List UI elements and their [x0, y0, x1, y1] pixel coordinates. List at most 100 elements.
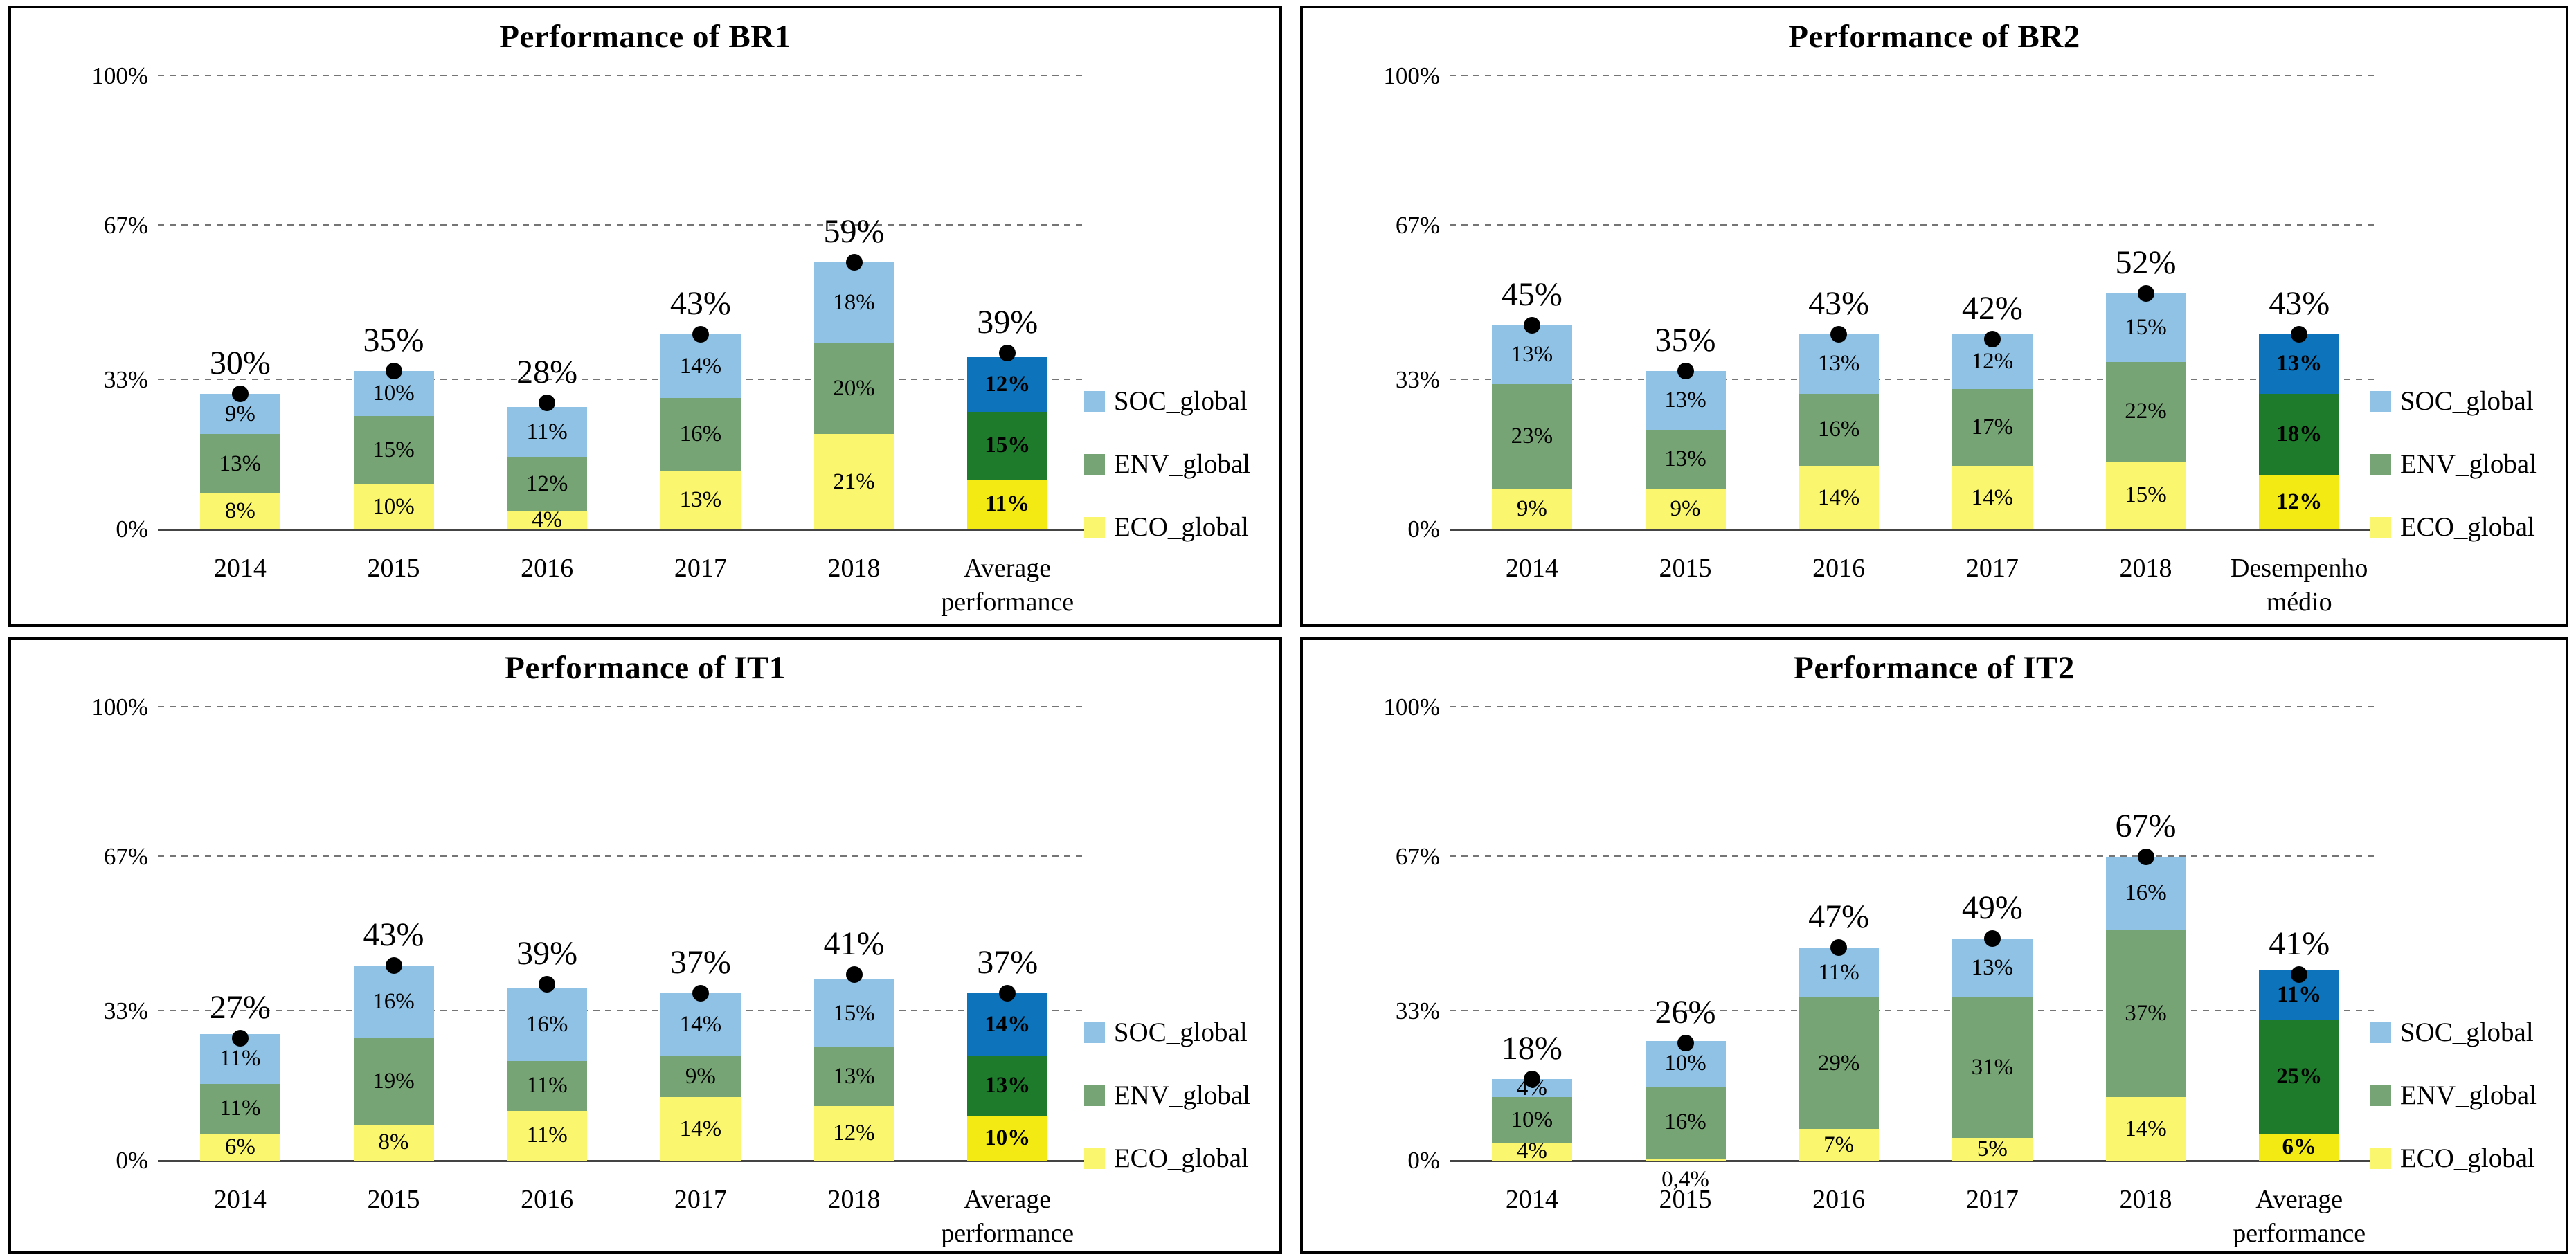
- segment-env_global: 13%: [813, 1047, 894, 1107]
- segment-label: 4%: [1516, 1139, 1547, 1164]
- x-axis-label: Average performance: [941, 554, 1074, 617]
- segment-soc_global: 14%: [967, 993, 1048, 1057]
- segment-label: 15%: [833, 1000, 875, 1026]
- legend-label: SOC_global: [1113, 386, 1248, 416]
- chart-panel-br2: Performance of BR2 0% 33% 67% 100% 13% 23% 9% 4…: [1300, 6, 2568, 627]
- gridline: [158, 378, 1084, 380]
- bar-slot: 13% 23% 9% 45% 2014: [1455, 76, 1609, 583]
- x-axis-label: 2014: [1505, 1185, 1558, 1214]
- total-marker-dot: [2137, 285, 2154, 302]
- legend-swatch: [2370, 390, 2391, 412]
- x-axis-label: 2018: [827, 1185, 881, 1214]
- stacked-bar: 12% 15% 11%: [967, 357, 1048, 529]
- legend-label: ECO_global: [2399, 1143, 2535, 1173]
- y-tick-label: 0%: [1407, 1147, 1440, 1174]
- legend-item-soc_global: SOC_global: [1083, 386, 1250, 417]
- y-tick-label: 67%: [1395, 212, 1440, 239]
- legend-swatch: [2370, 1148, 2391, 1169]
- legend-item-env_global: ENV_global: [1083, 1080, 1250, 1111]
- segment-soc_global: 4%: [1491, 1076, 1572, 1099]
- segment-env_global: 13%: [199, 434, 280, 493]
- stacked-bar: 16% 11% 11%: [507, 988, 588, 1161]
- y-tick-label: 67%: [103, 843, 148, 871]
- y-tick-label: 67%: [1395, 843, 1440, 871]
- segment-label: 12%: [984, 371, 1031, 397]
- segment-label: 11%: [985, 491, 1030, 517]
- total-marker-dot: [385, 362, 402, 379]
- segment-env_global: 12%: [507, 457, 588, 511]
- total-marker-dot: [692, 326, 709, 343]
- segment-env_global: 9%: [660, 1056, 741, 1098]
- segment-eco_global: 14%: [2105, 1097, 2186, 1161]
- segment-env_global: 37%: [2105, 929, 2186, 1098]
- x-axis-label: 2016: [1812, 1185, 1866, 1214]
- stacked-bar: 14% 16% 13%: [660, 334, 741, 529]
- segment-label: 21%: [833, 469, 875, 494]
- segment-soc_global: 15%: [2105, 293, 2186, 362]
- segment-label: 12%: [525, 471, 568, 497]
- bar-slot: 12% 15% 11% 39% Average performance: [930, 76, 1084, 617]
- segment-env_global: 18%: [2259, 393, 2340, 475]
- segment-eco_global: 15%: [2105, 461, 2186, 529]
- segment-soc_global: 13%: [1491, 325, 1572, 385]
- legend-swatch: [2370, 1085, 2391, 1106]
- plot-area: 0% 33% 67% 100% 13% 23% 9% 45% 2014 13% 13% 9% 35% 20…: [1383, 62, 2379, 617]
- segment-label: 14%: [679, 353, 722, 379]
- plot-area: 0% 33% 67% 100% 4% 10% 4% 18% 2014 10% 16% 0,4% 26% 2…: [1383, 694, 2379, 1248]
- chart-title: Performance of IT1: [505, 650, 786, 686]
- segment-label: 19%: [372, 1068, 415, 1094]
- segment-eco_global: 8%: [353, 1124, 434, 1161]
- x-axis-line: [158, 1160, 1087, 1162]
- segment-label: 23%: [1511, 424, 1553, 449]
- x-axis-label: 2016: [1812, 554, 1866, 583]
- segment-env_global: 31%: [1952, 997, 2033, 1139]
- total-marker-dot: [1677, 362, 1694, 379]
- segment-eco_global: 10%: [967, 1115, 1048, 1161]
- segment-eco_global: 6%: [2259, 1133, 2340, 1161]
- legend-label: ENV_global: [2399, 1080, 2537, 1110]
- segment-label: 4%: [532, 507, 563, 533]
- stacked-bar: 14% 13% 10%: [967, 993, 1048, 1161]
- segment-label: 13%: [833, 1064, 875, 1089]
- plot-area: 0% 33% 67% 100% 11% 11% 6% 27% 2014 16% 19% 8% 43% 20…: [91, 694, 1087, 1248]
- chart-title: Performance of BR2: [1788, 19, 2080, 55]
- bar-slot: 14% 13% 10% 37% Average performance: [930, 707, 1084, 1248]
- total-label: 43%: [363, 916, 424, 954]
- total-label: 37%: [977, 943, 1038, 981]
- stacked-bar: 13% 13% 9%: [1645, 370, 1726, 529]
- segment-label: 9%: [1516, 496, 1547, 522]
- gridline: [158, 855, 1084, 858]
- segment-soc_global: 16%: [353, 966, 434, 1039]
- x-axis-label: 2014: [213, 554, 267, 583]
- gridline: [1450, 378, 2376, 380]
- y-tick-label: 0%: [1407, 516, 1440, 543]
- total-marker-dot: [2137, 849, 2154, 866]
- segment-env_global: 20%: [813, 343, 894, 435]
- total-marker-dot: [539, 394, 556, 411]
- y-tick-label: 33%: [1395, 997, 1440, 1024]
- segment-label: 16%: [679, 421, 722, 446]
- total-marker-dot: [999, 344, 1016, 361]
- bars-container: 4% 10% 4% 18% 2014 10% 16% 0,4% 26% 2015 11% 29% 7% 4…: [1455, 707, 2376, 1248]
- y-tick-label: 100%: [1383, 694, 1440, 721]
- segment-label: 13%: [1817, 351, 1860, 377]
- total-marker-dot: [845, 253, 863, 271]
- legend-item-env_global: ENV_global: [2370, 1080, 2537, 1111]
- segment-soc_global: 18%: [813, 262, 894, 344]
- segment-env_global: 13%: [967, 1056, 1048, 1116]
- legend-swatch: [2370, 516, 2391, 538]
- segment-env_global: 23%: [1491, 384, 1572, 489]
- segment-env_global: 16%: [1645, 1086, 1726, 1159]
- total-marker-dot: [2291, 326, 2308, 343]
- segment-eco_global: [1645, 1159, 1726, 1161]
- x-axis-label: 2015: [367, 554, 420, 583]
- total-label: 26%: [1655, 993, 1716, 1031]
- x-axis-label: 2015: [1659, 1185, 1712, 1214]
- segment-label: 10%: [1664, 1051, 1706, 1076]
- stacked-bar: 9% 13% 8%: [199, 393, 280, 529]
- bar-slot: 18% 20% 21% 59% 2018: [777, 76, 931, 583]
- legend-swatch: [2370, 1022, 2391, 1043]
- x-axis-label: 2017: [1965, 554, 2019, 583]
- total-marker-dot: [231, 1030, 249, 1047]
- gridline: [1450, 1009, 2376, 1011]
